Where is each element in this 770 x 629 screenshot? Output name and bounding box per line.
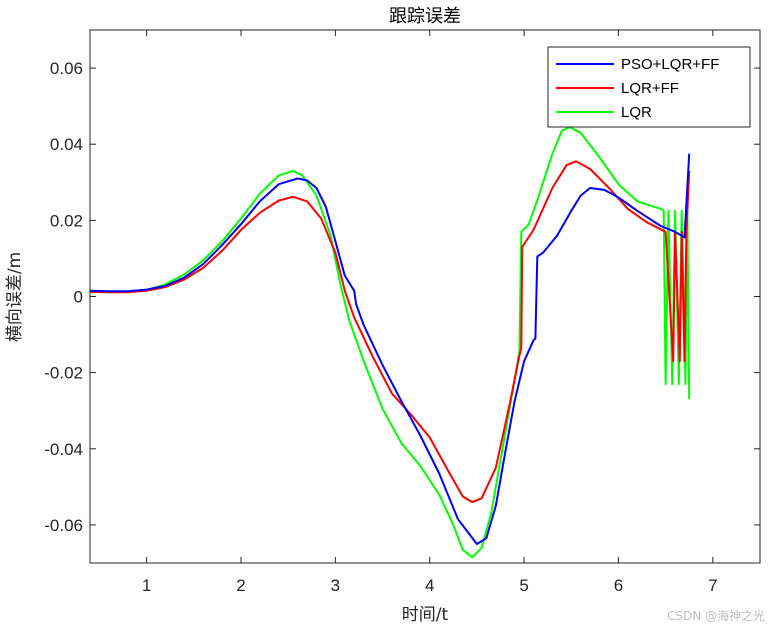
y-tick-label: 0.02 (50, 211, 83, 230)
series-line-pso-lqr-ff (89, 153, 691, 545)
x-tick-label: 3 (331, 576, 340, 595)
y-tick-label: 0.04 (50, 135, 83, 154)
series-line-lqr-ff (89, 160, 691, 504)
x-axis-label: 时间/t (402, 605, 449, 625)
x-tick-label: 6 (614, 576, 623, 595)
y-tick-label: -0.02 (44, 364, 83, 383)
watermark-text: CSDN @海神之光 (667, 608, 765, 623)
legend-label: LQR (621, 104, 652, 121)
x-axis-ticks: 1 2 3 4 5 6 7 (142, 30, 718, 595)
series-lines (89, 126, 691, 559)
series-line-lqr (89, 126, 691, 559)
y-tick-label: 0 (74, 288, 83, 307)
y-tick-label: -0.06 (44, 516, 83, 535)
x-tick-label: 1 (142, 576, 151, 595)
legend: PSO+LQR+FF LQR+FF LQR (547, 46, 751, 128)
y-axis-ticks: -0.06 -0.04 -0.02 0 0.02 0.04 0.06 (44, 59, 760, 535)
x-tick-label: 4 (425, 576, 434, 595)
y-tick-label: 0.06 (50, 59, 83, 78)
y-axis-label: 横向误差/m (5, 252, 25, 342)
legend-label: LQR+FF (621, 80, 679, 97)
x-tick-label: 7 (708, 576, 717, 595)
x-tick-label: 5 (519, 576, 528, 595)
chart-title: 跟踪误差 (389, 6, 461, 27)
legend-label: PSO+LQR+FF (621, 56, 719, 73)
y-tick-label: -0.04 (44, 440, 83, 459)
x-tick-label: 2 (236, 576, 245, 595)
